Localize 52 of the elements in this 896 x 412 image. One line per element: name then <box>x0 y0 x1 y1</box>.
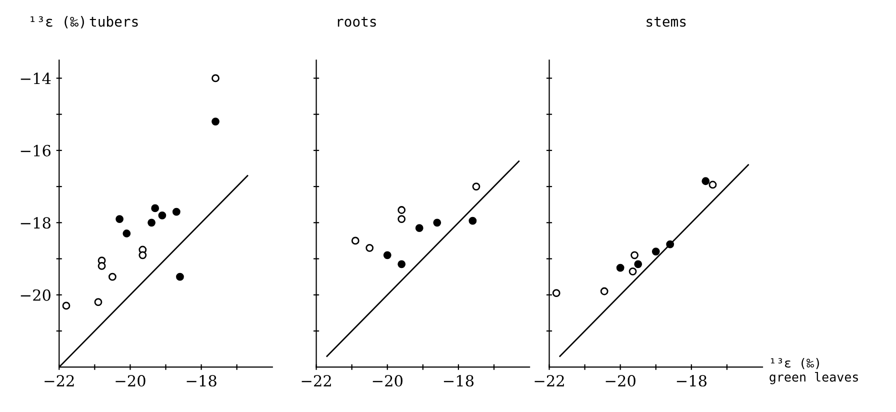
point <box>138 251 147 260</box>
point <box>116 215 124 223</box>
point <box>472 182 480 190</box>
y-tick-label: −16 <box>20 144 51 156</box>
x-tick-label: −22 <box>44 375 74 386</box>
x-tick-label: −20 <box>116 375 146 387</box>
x-tick-label: −22 <box>302 375 331 386</box>
point <box>630 251 638 260</box>
x-axis-title: ¹³ε (‰) green leaves <box>770 358 858 384</box>
point <box>398 215 406 223</box>
x-tick-label: −18 <box>444 375 474 387</box>
point <box>634 260 642 268</box>
point <box>366 244 374 252</box>
point <box>433 218 442 227</box>
point <box>94 298 102 306</box>
point <box>666 240 674 248</box>
point <box>108 272 116 281</box>
point <box>708 180 717 189</box>
point <box>628 267 637 276</box>
point <box>158 211 166 220</box>
point <box>98 262 106 270</box>
y-axis-title: ¹³ε (‰) <box>30 16 84 28</box>
x-tick-label: −18 <box>676 375 707 387</box>
x-tick-label: −22 <box>534 375 564 386</box>
point <box>652 248 660 256</box>
point <box>468 216 477 225</box>
chart-title: tubers <box>90 16 138 27</box>
point <box>383 251 392 260</box>
point <box>398 260 406 268</box>
y-tick-label: −14 <box>20 72 51 84</box>
y-tick-label: −20 <box>20 289 50 301</box>
point <box>398 206 406 214</box>
point <box>212 74 220 82</box>
x-tick-label: −20 <box>606 375 636 387</box>
point <box>616 264 624 272</box>
x-tick-label: −20 <box>372 375 402 387</box>
chart-title: roots <box>338 16 376 27</box>
point <box>212 118 220 126</box>
point <box>148 218 156 227</box>
point <box>351 236 360 245</box>
point <box>600 287 608 296</box>
point <box>62 302 70 310</box>
x-tick-label: −18 <box>186 375 216 387</box>
y-tick-label: −18 <box>20 217 50 229</box>
point <box>702 177 710 186</box>
point <box>172 208 180 216</box>
point <box>176 272 184 281</box>
point <box>552 289 560 298</box>
point <box>415 224 424 232</box>
chart-title: stems <box>646 16 686 27</box>
point <box>151 204 160 212</box>
point <box>122 230 131 238</box>
